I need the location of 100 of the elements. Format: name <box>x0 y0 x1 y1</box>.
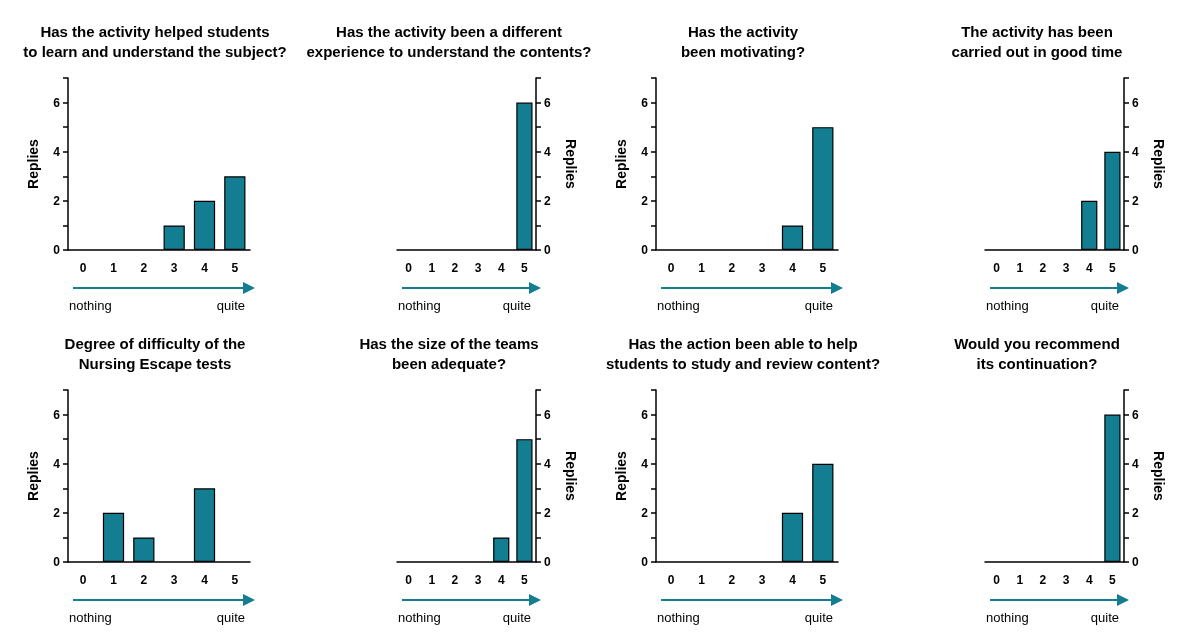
x-tick-label: 1 <box>698 573 706 587</box>
x-tick-label: 3 <box>474 573 482 587</box>
x-tick-label: 0 <box>79 573 87 587</box>
x-tick-label: 0 <box>405 573 413 587</box>
chart-title: Has the activity been a different experience to understand the contents? <box>306 22 592 60</box>
text: nothing <box>986 610 1029 625</box>
x-tick-label: 2 <box>728 261 736 275</box>
y2-axis-title: Replies <box>1151 451 1167 502</box>
x-tick-label: 5 <box>819 573 827 587</box>
y2-tick-label: 4 <box>1132 456 1139 471</box>
y2-tick-label: 6 <box>1132 95 1139 110</box>
x-tick-label: 1 <box>1016 261 1024 275</box>
y-tick-label: 0 <box>53 555 61 569</box>
y-tick-label: 6 <box>53 95 61 110</box>
y2-tick-label: 2 <box>544 193 551 208</box>
x-tick-label: 2 <box>451 573 459 587</box>
text: nothing <box>986 298 1029 313</box>
y2-tick-label: 0 <box>1132 243 1139 257</box>
text: nothing <box>69 298 112 313</box>
x-tick-label: 3 <box>1062 573 1070 587</box>
text: nothing <box>657 298 700 313</box>
x-tick-label: 5 <box>231 261 239 275</box>
text: nothing <box>398 610 441 625</box>
x-tick-label: 5 <box>1109 261 1117 275</box>
y2-tick-label: 2 <box>1132 193 1139 208</box>
y2-tick-label: 4 <box>544 144 551 159</box>
y-tick-label: 4 <box>53 456 61 471</box>
x-tick-label: 1 <box>110 573 118 587</box>
y-tick-label: 2 <box>641 505 649 520</box>
x-tick-label: 5 <box>1109 573 1117 587</box>
text: quite <box>216 298 245 313</box>
text: nothing <box>69 610 112 625</box>
y-tick-label: 4 <box>641 456 649 471</box>
chart-title: Has the activity been motivating? <box>680 22 806 60</box>
x-tick-label: 0 <box>79 261 87 275</box>
y2-tick-label: 0 <box>1132 555 1139 569</box>
x-tick-label: 1 <box>428 573 436 587</box>
chart-title: Would you recommend its continuation? <box>954 334 1120 372</box>
y2-tick-label: 6 <box>544 407 551 422</box>
x-tick-label: 4 <box>789 261 797 275</box>
x-tick-label: 3 <box>170 573 178 587</box>
x-tick-label: 2 <box>140 573 148 587</box>
x-tick-label: 3 <box>170 261 178 275</box>
y-axis-title: Replies <box>613 138 629 189</box>
y2-axis-title: Replies <box>1151 139 1167 190</box>
chart-title: The activity has been carried out in good time <box>951 22 1123 60</box>
x-tick-label: 4 <box>789 573 797 587</box>
x-tick-label: 1 <box>110 261 118 275</box>
y-tick-label: 0 <box>641 555 649 569</box>
y-tick-label: 6 <box>641 95 649 110</box>
x-tick-label: 4 <box>201 261 209 275</box>
y2-tick-label: 2 <box>1132 505 1139 520</box>
text: quite <box>502 298 531 313</box>
chart-title: Has the size of the teams been adequate? <box>359 334 539 372</box>
x-tick-label: 4 <box>497 573 505 587</box>
x-tick-label: 0 <box>993 573 1001 587</box>
y2-axis-title: Replies <box>563 451 579 502</box>
x-tick-label: 2 <box>451 261 459 275</box>
y2-axis-title: Replies <box>563 139 579 190</box>
y-tick-label: 6 <box>53 407 61 422</box>
x-tick-label: 1 <box>428 261 436 275</box>
x-tick-label: 5 <box>521 573 529 587</box>
x-tick-label: 0 <box>405 261 413 275</box>
text: quite <box>804 298 833 313</box>
x-tick-label: 3 <box>758 573 766 587</box>
y-axis-title: Replies <box>25 138 41 189</box>
chart-title: Has the action been able to help students to study and review content? <box>605 334 881 372</box>
y2-tick-label: 0 <box>544 243 551 257</box>
y2-tick-label: 6 <box>1132 407 1139 422</box>
x-tick-label: 0 <box>667 261 675 275</box>
x-tick-label: 2 <box>1039 573 1047 587</box>
y-axis-title: Replies <box>613 450 629 501</box>
y-tick-label: 2 <box>53 193 61 208</box>
x-tick-label: 4 <box>1085 573 1093 587</box>
chart-title: Has the activity helped students to learn and understand the subject? <box>23 22 287 60</box>
x-tick-label: 1 <box>698 261 706 275</box>
x-tick-label: 5 <box>231 573 239 587</box>
text: nothing <box>398 298 441 313</box>
x-tick-label: 3 <box>1062 261 1070 275</box>
x-tick-label: 0 <box>993 261 1001 275</box>
chart-title: Degree of difficulty of the Nursing Escape tests <box>64 334 246 372</box>
text: quite <box>1090 610 1119 625</box>
y-tick-label: 2 <box>53 505 61 520</box>
text: quite <box>804 610 833 625</box>
x-tick-label: 4 <box>201 573 209 587</box>
y2-tick-label: 6 <box>544 95 551 110</box>
x-tick-label: 5 <box>521 261 529 275</box>
x-tick-label: 3 <box>758 261 766 275</box>
y-tick-label: 6 <box>641 407 649 422</box>
y2-tick-label: 2 <box>544 505 551 520</box>
y-axis-title: Replies <box>25 450 41 501</box>
y-tick-label: 0 <box>641 243 649 257</box>
text: quite <box>1090 298 1119 313</box>
y-tick-label: 0 <box>53 243 61 257</box>
x-tick-label: 1 <box>1016 573 1024 587</box>
y-tick-label: 4 <box>53 144 61 159</box>
y2-tick-label: 4 <box>1132 144 1139 159</box>
x-tick-label: 2 <box>1039 261 1047 275</box>
x-tick-label: 5 <box>819 261 827 275</box>
y2-tick-label: 0 <box>544 555 551 569</box>
